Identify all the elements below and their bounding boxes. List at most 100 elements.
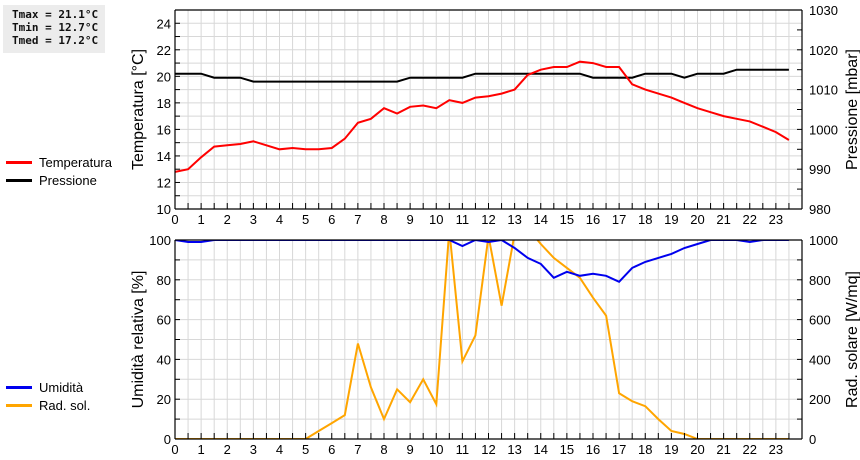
x-tick-label: 15 (560, 442, 574, 457)
x-tick-label: 17 (612, 212, 626, 227)
x-tick-label: 5 (302, 212, 309, 227)
x-tick-label: 12 (481, 212, 495, 227)
tmed-label: Tmed = 17.2°C (12, 34, 99, 47)
y-tick-label: 80 (157, 273, 171, 288)
x-tick-label: 5 (302, 442, 309, 457)
x-tick-label: 23 (769, 212, 783, 227)
x-tick-label: 13 (507, 212, 521, 227)
x-tick-label: 3 (250, 212, 257, 227)
blue-line-swatch-icon (6, 385, 32, 389)
x-tick-label: 22 (743, 442, 757, 457)
x-tick-label: 7 (354, 212, 361, 227)
y2-tick-label: 400 (809, 352, 831, 367)
x-tick-label: 9 (407, 442, 414, 457)
y-tick-label: 14 (157, 149, 171, 164)
humidity-radiation-chart: 0 1 2 3 4 5 6 7 8 9 10 11 12 13 14 15 16 17 18 19 20 21 22 2302… (130, 233, 860, 457)
red-line-swatch-icon (6, 160, 32, 164)
x-tick-label: 3 (250, 442, 257, 457)
y2-tick-label: 1000 (809, 233, 838, 248)
x-tick-label: 20 (690, 212, 704, 227)
tmax-label: Tmax = 21.1°C (12, 8, 99, 21)
legend-bottom-chart: Umidità Rad. sol. (6, 378, 90, 414)
y2-tick-label: 0 (809, 432, 816, 447)
temperature-pressure-chart: 0 1 2 3 4 5 6 7 8 9 10 11 12 13 14 15 16 17 18 19 20 21 22 2310… (130, 3, 860, 227)
y2-tick-label: 1020 (809, 43, 838, 58)
x-tick-label: 15 (560, 212, 574, 227)
temperatura-series (175, 60, 790, 173)
x-tick-label: 6 (328, 442, 335, 457)
x-tick-label: 17 (612, 442, 626, 457)
y-tick-label: 22 (157, 43, 171, 58)
x-tick-label: 13 (507, 442, 521, 457)
y-axis-title: Umidità relativa [%] (130, 271, 147, 409)
legend-label: Temperatura (39, 154, 112, 170)
y-tick-label: 24 (157, 16, 171, 31)
x-tick-label: 21 (716, 442, 730, 457)
x-tick-label: 19 (664, 442, 678, 457)
x-tick-label: 14 (534, 442, 548, 457)
x-tick-label: 7 (354, 442, 361, 457)
y2-tick-label: 200 (809, 392, 831, 407)
x-tick-label: 18 (638, 442, 652, 457)
y2-tick-label: 600 (809, 313, 831, 328)
x-tick-label: 0 (171, 442, 178, 457)
x-tick-label: 1 (198, 442, 205, 457)
x-tick-label: 16 (586, 442, 600, 457)
legend-item-rad-sol: Rad. sol. (6, 396, 90, 414)
legend-label: Umidità (39, 379, 84, 395)
x-tick-label: 10 (429, 442, 443, 457)
x-tick-label: 21 (716, 212, 730, 227)
y2-tick-label: 980 (809, 202, 831, 217)
rad-sol--series (175, 240, 789, 439)
legend-label: Pressione (39, 172, 97, 188)
y-tick-label: 20 (157, 69, 171, 84)
x-tick-label: 9 (407, 212, 414, 227)
orange-line-swatch-icon (6, 403, 32, 407)
x-tick-label: 22 (743, 212, 757, 227)
x-tick-label: 12 (481, 442, 495, 457)
x-tick-label: 8 (380, 442, 387, 457)
y2-tick-label: 1010 (809, 83, 838, 98)
legend-item-pressione: Pressione (6, 171, 112, 189)
y-tick-label: 10 (157, 202, 171, 217)
umidit--series (175, 240, 789, 284)
temperature-stats-box: Tmax = 21.1°C Tmin = 12.7°C Tmed = 17.2°… (3, 5, 105, 53)
y-tick-label: 18 (157, 96, 171, 111)
tmin-label: Tmin = 12.7°C (12, 21, 99, 34)
x-tick-label: 20 (690, 442, 704, 457)
x-tick-label: 18 (638, 212, 652, 227)
x-tick-label: 11 (456, 442, 470, 457)
y-tick-label: 0 (164, 432, 171, 447)
y-tick-label: 12 (157, 175, 171, 190)
y-axis-title: Temperatura [°C] (130, 49, 147, 170)
pressione-series (175, 68, 789, 83)
y2-axis-title: Rad. solare [W/mq] (844, 271, 860, 408)
x-tick-label: 19 (664, 212, 678, 227)
x-tick-label: 1 (198, 212, 205, 227)
legend-item-umidita: Umidità (6, 378, 90, 396)
legend-label: Rad. sol. (39, 397, 91, 413)
y-tick-label: 16 (157, 122, 171, 137)
y-tick-label: 100 (149, 233, 171, 248)
y2-tick-label: 1030 (809, 3, 838, 18)
black-line-swatch-icon (6, 178, 32, 182)
x-tick-label: 16 (586, 212, 600, 227)
y2-tick-label: 1000 (809, 122, 838, 137)
x-tick-label: 2 (224, 442, 231, 457)
y2-axis-title: Pressione [mbar] (844, 49, 860, 170)
x-tick-label: 11 (456, 212, 470, 227)
y-tick-label: 60 (157, 313, 171, 328)
x-tick-label: 14 (534, 212, 548, 227)
legend-item-temperatura: Temperatura (6, 153, 112, 171)
x-tick-label: 4 (276, 212, 283, 227)
x-tick-label: 2 (224, 212, 231, 227)
x-tick-label: 8 (380, 212, 387, 227)
x-tick-label: 10 (429, 212, 443, 227)
x-tick-label: 6 (328, 212, 335, 227)
y-tick-label: 40 (157, 352, 171, 367)
x-tick-label: 0 (171, 212, 178, 227)
x-tick-label: 23 (769, 442, 783, 457)
x-tick-label: 4 (276, 442, 283, 457)
y2-tick-label: 990 (809, 162, 831, 177)
